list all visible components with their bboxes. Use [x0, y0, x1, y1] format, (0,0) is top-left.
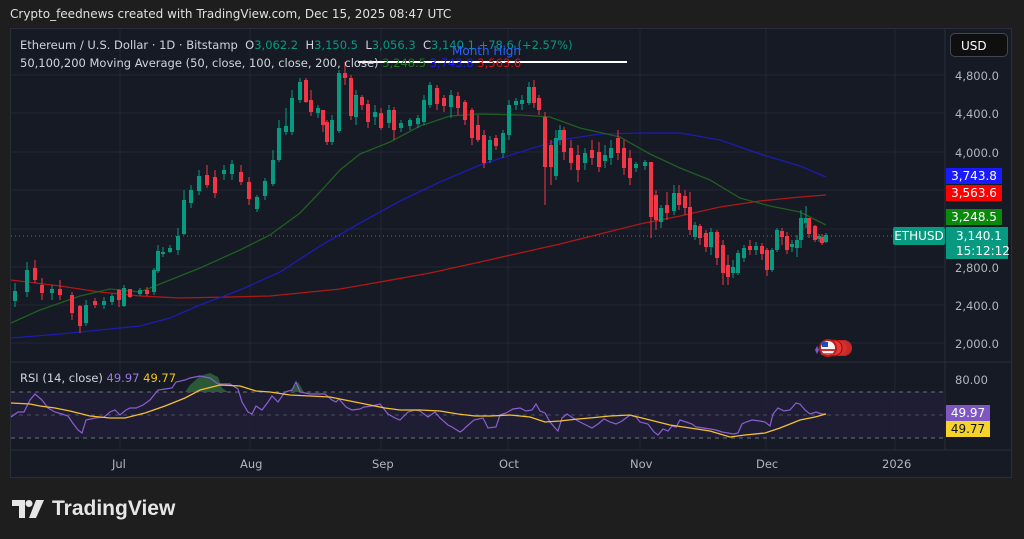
ma50-price-badge: 3,248.5	[946, 209, 1002, 225]
rsi-line	[10, 375, 826, 436]
news-event-icon	[815, 339, 852, 357]
tradingview-logo-icon	[12, 500, 44, 518]
rsi-title: RSI (14, close)	[20, 371, 103, 385]
tradingview-logo: TradingView	[12, 497, 175, 521]
high-value: 3,150.5	[314, 38, 359, 52]
candlesticks	[13, 62, 828, 333]
rsi-ma-line	[10, 384, 827, 438]
symbol-badge: ETHUSD	[893, 227, 945, 245]
close-value: 3,140.1	[431, 38, 475, 52]
month-high-label[interactable]: Month High	[452, 44, 522, 58]
time-tick: Jul	[112, 457, 126, 471]
time-tick: Nov	[630, 457, 653, 471]
price-tick: 2,000.0	[955, 337, 999, 351]
symbol-legend[interactable]: Ethereum / U.S. Dollar · 1D · Bitstamp O…	[20, 38, 573, 52]
chart-caption: Crypto_feednews created with TradingView…	[10, 7, 452, 21]
time-tick: Oct	[499, 457, 519, 471]
price-tick: 4,400.0	[955, 107, 999, 121]
low-value: 3,056.3	[371, 38, 416, 52]
rsi-legend[interactable]: RSI (14, close) 49.97 49.77	[20, 371, 176, 385]
price-tick: 2,400.0	[955, 299, 999, 313]
change-value: +78.6 (+2.57%)	[478, 38, 573, 52]
high-label: H	[305, 38, 315, 52]
open-label: O	[245, 38, 255, 52]
rsi-ma-badge: 49.77	[946, 421, 990, 437]
rsi-value: 49.97	[106, 371, 140, 385]
rsi-value-badge: 49.97	[946, 405, 990, 421]
time-tick: 2026	[882, 457, 912, 471]
last-price-badge: 3,140.1 15:12:12	[946, 227, 1010, 259]
ma100-price-badge: 3,743.8	[946, 168, 1002, 184]
currency-button[interactable]: USD	[950, 33, 1008, 57]
rsi-ma-value: 49.77	[143, 371, 177, 385]
open-value: 3,062.2	[254, 38, 299, 52]
symbol-title: Ethereum / U.S. Dollar · 1D · Bitstamp	[20, 38, 238, 52]
time-tick: Sep	[372, 457, 394, 471]
close-label: C	[422, 38, 431, 52]
ma50-line	[10, 113, 827, 324]
time-tick: Dec	[756, 457, 779, 471]
ma200-line	[10, 194, 827, 299]
brand-name: TradingView	[52, 497, 176, 520]
bar-countdown: 15:12:12	[956, 244, 1010, 258]
ma50-value: 3,248.5	[382, 56, 427, 70]
rsi-axis-tick: 80.00	[955, 373, 988, 387]
low-label: L	[365, 38, 372, 52]
price-tick: 2,800.0	[955, 261, 999, 275]
ma-legend[interactable]: 50,100,200 Moving Average (50, close, 10…	[20, 56, 521, 70]
price-tick: 4,000.0	[955, 146, 999, 160]
ma200-value: 3,563.6	[477, 56, 522, 70]
price-tick: 4,800.0	[955, 69, 999, 83]
ma-title: 50,100,200 Moving Average (50, close, 10…	[20, 56, 379, 70]
ma100-value: 3,743.8	[429, 56, 474, 70]
ma100-line	[10, 132, 827, 339]
time-tick: Aug	[240, 457, 263, 471]
last-price: 3,140.1	[956, 229, 1002, 243]
ma200-price-badge: 3,563.6	[946, 185, 1002, 201]
